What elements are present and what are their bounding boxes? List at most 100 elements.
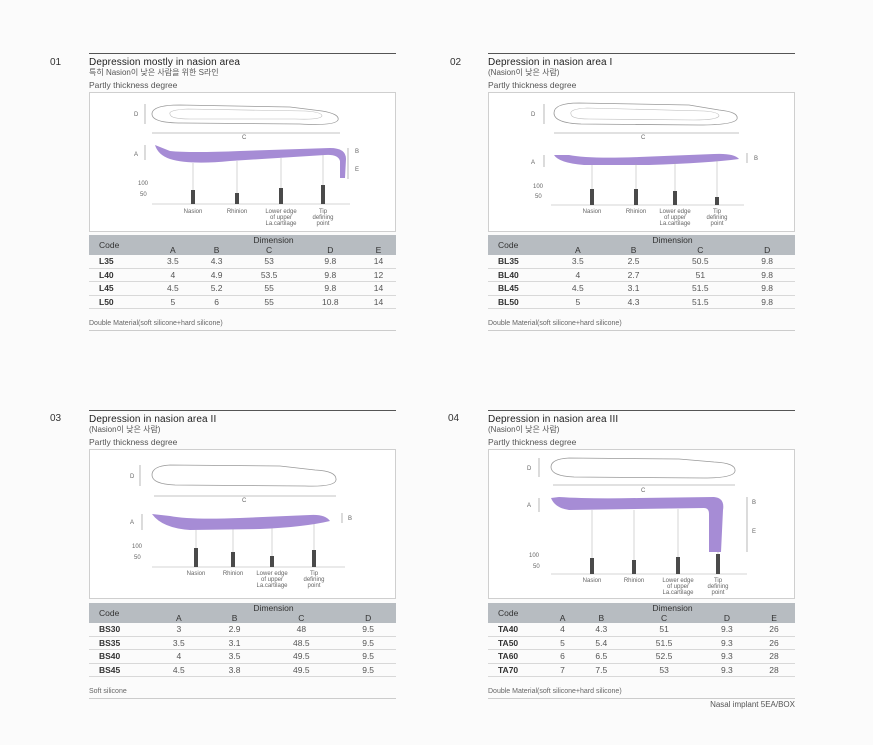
divider: [89, 53, 396, 54]
code-cell: BS45: [89, 663, 151, 677]
table-row: BL35 3.5 2.5 50.5 9.8: [488, 255, 795, 269]
thickness-bar: [191, 190, 195, 204]
dimension-table: Code Dimension A B C D BL35 3.5 2.5 50.5 9.8…: [488, 235, 795, 309]
point-label-part: La.cartilage: [659, 221, 691, 227]
thickness-bar: [321, 185, 325, 204]
thickness-bar: [673, 191, 677, 205]
panel-title: Depression in nasion area III: [488, 414, 619, 425]
implant-top-view: [553, 102, 738, 126]
dim-label: D: [527, 466, 532, 472]
code-cell: TA70: [488, 663, 550, 677]
value-cell: 51.5: [661, 281, 740, 296]
value-cell: 14: [360, 255, 396, 269]
dimension-table: Code Dimension A B C D E TA40 4 4.3 51 9.3 26…: [488, 603, 795, 677]
table-row: BS45 4.5 3.8 49.5 9.5: [89, 663, 396, 677]
table-row: L35 3.5 4.3 53 9.8 14: [89, 255, 396, 269]
column-header: D: [764, 245, 771, 255]
point-label-part: Lower edge: [265, 209, 297, 215]
material-note: Double Material(soft silicone+hard silic…: [488, 320, 622, 327]
dim-label: C: [242, 498, 247, 504]
implant-side-view: [152, 514, 330, 530]
panel-subtitle: (Nasion이 낮은 사람): [488, 68, 560, 77]
code-cell: TA40: [488, 623, 550, 637]
panel-number: 01: [50, 57, 62, 68]
material-note: Soft silicone: [89, 688, 127, 695]
footer-note: Nasal implant 5EA/BOX: [710, 700, 795, 709]
column-header: A: [176, 613, 182, 623]
panel-subtitle: (Nasion이 낮은 사람): [488, 425, 560, 434]
table-row: BL50 5 4.3 51.5 9.8: [488, 295, 795, 309]
value-cell: 3.5: [151, 636, 207, 650]
column-header: E: [375, 245, 382, 255]
scale-label: 50: [134, 555, 141, 561]
code-header: Code: [498, 240, 519, 250]
point-label-part: Tip: [310, 571, 319, 577]
value-cell: 9.5: [340, 649, 396, 664]
panel-number: 02: [450, 57, 462, 68]
value-cell: 4: [550, 623, 576, 637]
value-cell: 9.3: [700, 663, 754, 677]
value-cell: 6.5: [575, 649, 628, 664]
value-cell: 3.5: [151, 255, 195, 269]
value-cell: 51: [627, 623, 701, 637]
value-cell: 9.8: [299, 255, 361, 269]
thickness-bar: [312, 550, 316, 567]
implant-figure: D C A B 100 50 Nasion Rhinion Lower edge…: [89, 449, 396, 599]
point-label-part: Lower edge: [659, 209, 691, 215]
implant-top-view: [151, 104, 339, 125]
column-header: D: [327, 245, 334, 255]
code-cell: BS30: [89, 623, 151, 637]
table-row: L40 4 4.9 53.5 9.8 12: [89, 268, 396, 282]
code-cell: TA50: [488, 636, 550, 650]
value-cell: 53: [627, 663, 701, 677]
value-cell: 4.9: [194, 268, 239, 282]
value-cell: 9.3: [700, 649, 754, 664]
value-cell: 5.2: [194, 281, 239, 296]
value-cell: 48: [262, 623, 341, 637]
point-label: Rhinion: [626, 209, 646, 215]
value-cell: 7: [550, 663, 576, 677]
value-cell: 9.5: [340, 636, 396, 650]
value-cell: 26: [753, 623, 795, 637]
column-header: B: [598, 613, 605, 623]
table-row: TA50 5 5.4 51.5 9.3 26: [488, 636, 795, 650]
code-cell: BS40: [89, 649, 151, 664]
dimension-header: Dimension: [253, 235, 294, 245]
column-header: A: [559, 613, 566, 623]
value-cell: 4.5: [151, 663, 207, 677]
implant-diagram: D C A B E 100 50 Nasion Rhinion Lower ed…: [134, 104, 359, 227]
value-cell: 3.1: [206, 636, 263, 650]
implant-diagram: D C A B E 100 50 Nasion Rhinion Lower ed…: [527, 457, 756, 596]
scale-label: 50: [533, 564, 540, 570]
table-row: TA60 6 6.5 52.5 9.3 28: [488, 649, 795, 664]
value-cell: 55: [238, 281, 300, 296]
thickness-label: Partly thickness degree: [488, 437, 577, 447]
value-cell: 9.3: [700, 636, 754, 650]
code-header: Code: [498, 608, 519, 618]
implant-diagram: D C A B 100 50 Nasion Rhinion Lower edge…: [130, 464, 352, 589]
code-cell: BS35: [89, 636, 151, 650]
point-label-part: Lower edge: [662, 578, 694, 584]
code-cell: BL50: [488, 295, 550, 309]
divider: [488, 698, 795, 699]
value-cell: 5.4: [575, 636, 628, 650]
value-cell: 53.5: [238, 268, 300, 282]
value-cell: 4.3: [575, 623, 628, 637]
value-cell: 49.5: [262, 649, 341, 664]
code-cell: L45: [89, 281, 151, 296]
point-label: Rhinion: [223, 571, 243, 577]
thickness-bar: [194, 548, 198, 567]
implant-side-view: [551, 497, 724, 552]
point-label-part: point: [710, 221, 723, 227]
panel-title: Depression in nasion area I: [488, 57, 613, 68]
dim-label: C: [641, 488, 646, 494]
thickness-bar: [279, 188, 283, 204]
value-cell: 4.3: [194, 255, 239, 269]
point-label-part: point: [316, 221, 329, 227]
thickness-label: Partly thickness degree: [488, 80, 577, 90]
implant-figure: D C A B E 100 50 Nasion Rhinion Lower ed…: [89, 92, 396, 232]
code-cell: BL35: [488, 255, 550, 269]
value-cell: 5: [550, 295, 606, 309]
value-cell: 3.8: [206, 663, 263, 677]
table-row: L50 5 6 55 10.8 14: [89, 295, 396, 309]
